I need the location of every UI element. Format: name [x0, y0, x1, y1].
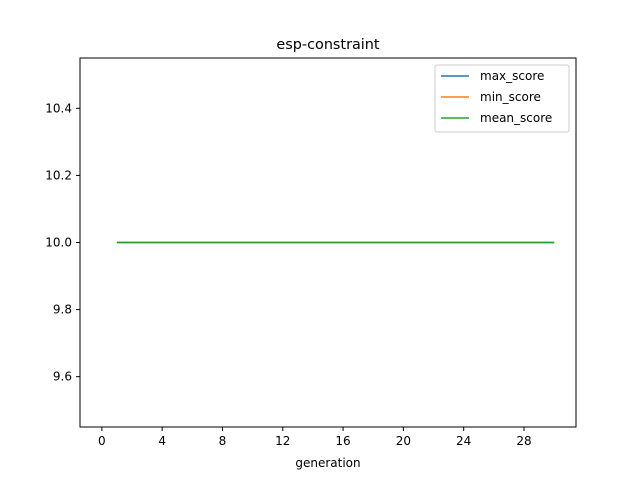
legend-label-min-score: min_score [480, 90, 541, 104]
x-tick-label: 28 [516, 434, 531, 448]
legend-box [434, 64, 570, 133]
legend-label-mean-score: mean_score [480, 111, 552, 125]
legend: max_score min_score mean_score [434, 64, 570, 133]
x-tick-label: 4 [158, 434, 166, 448]
x-tick-label: 16 [335, 434, 350, 448]
chart-title: esp-constraint [276, 37, 380, 53]
y-tick-label: 9.6 [53, 370, 72, 384]
x-tick-label: 20 [396, 434, 411, 448]
y-tick-label: 10.0 [45, 236, 72, 250]
x-tick-label: 8 [219, 434, 227, 448]
y-axis: 9.6 9.8 10.0 10.2 10.4 [45, 101, 80, 384]
x-tick-label: 24 [456, 434, 471, 448]
y-tick-label: 10.2 [45, 168, 72, 182]
y-tick-label: 10.4 [45, 101, 72, 115]
x-axis-title: generation [295, 456, 360, 470]
x-tick-label: 0 [98, 434, 106, 448]
x-tick-label: 12 [275, 434, 290, 448]
y-tick-label: 9.8 [53, 303, 72, 317]
x-axis: 0 4 8 12 16 20 24 28 [98, 427, 532, 448]
legend-label-max-score: max_score [480, 69, 544, 83]
